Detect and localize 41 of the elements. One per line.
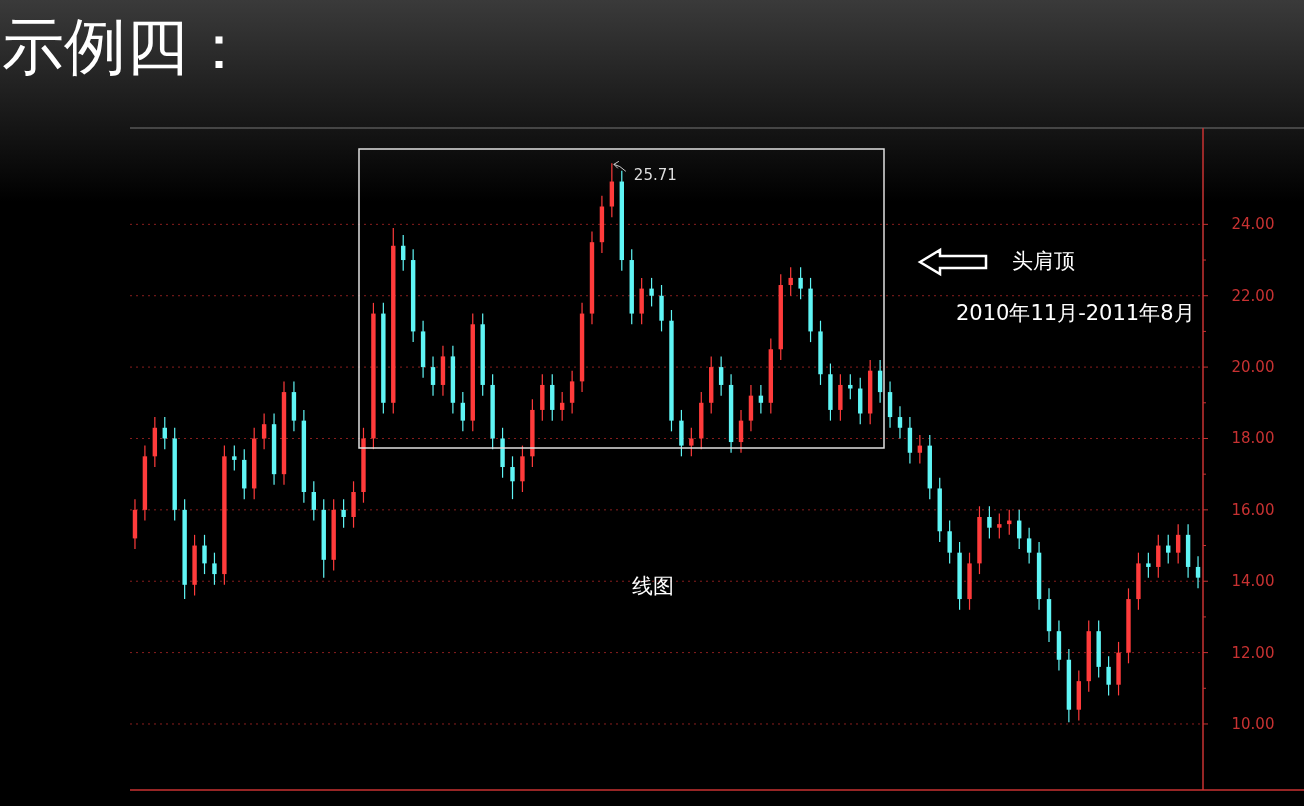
candlestick (758, 384, 764, 415)
candlestick (1175, 523, 1181, 564)
candlestick (649, 277, 654, 308)
candlestick (1106, 655, 1111, 697)
candlestick (718, 355, 724, 397)
candlestick (997, 512, 1002, 539)
candlestick (341, 498, 346, 529)
candlestick (1146, 552, 1151, 579)
y-tick-label: 22.00 (1231, 286, 1275, 305)
candlestick (559, 391, 565, 422)
candlestick (460, 391, 466, 432)
candlestick (987, 505, 992, 539)
y-tick-label: 16.00 (1231, 500, 1275, 519)
candlestick (202, 534, 207, 575)
y-tick-label: 20.00 (1231, 358, 1275, 377)
candlestick (947, 519, 952, 564)
candlestick (212, 552, 217, 586)
y-tick-label: 10.00 (1231, 714, 1275, 733)
candlestick (917, 434, 923, 465)
candlestick (848, 373, 853, 400)
annotation: 25.71 (633, 166, 677, 185)
annotation: 2010年11月-2011年8月 (956, 301, 1195, 325)
candlestick (689, 427, 694, 457)
title: 示例四： (2, 10, 250, 83)
candlestick (1195, 555, 1201, 589)
candlestick (311, 480, 316, 522)
candlestick (798, 266, 803, 300)
candlestick (430, 355, 436, 397)
annotation: 线图 (632, 574, 674, 598)
candlestick (510, 455, 515, 500)
annotation: 头肩顶 (1012, 249, 1075, 273)
candlestick (569, 370, 575, 415)
candlestick (1026, 527, 1032, 564)
candlestick (232, 445, 237, 472)
candlestick (897, 405, 903, 440)
y-tick-label: 24.00 (1231, 215, 1275, 234)
y-tick-label: 12.00 (1231, 643, 1275, 662)
candlestick (788, 266, 793, 297)
candlestick (1166, 534, 1171, 564)
y-tick-label: 18.00 (1231, 429, 1275, 448)
y-tick-label: 14.00 (1231, 572, 1275, 591)
